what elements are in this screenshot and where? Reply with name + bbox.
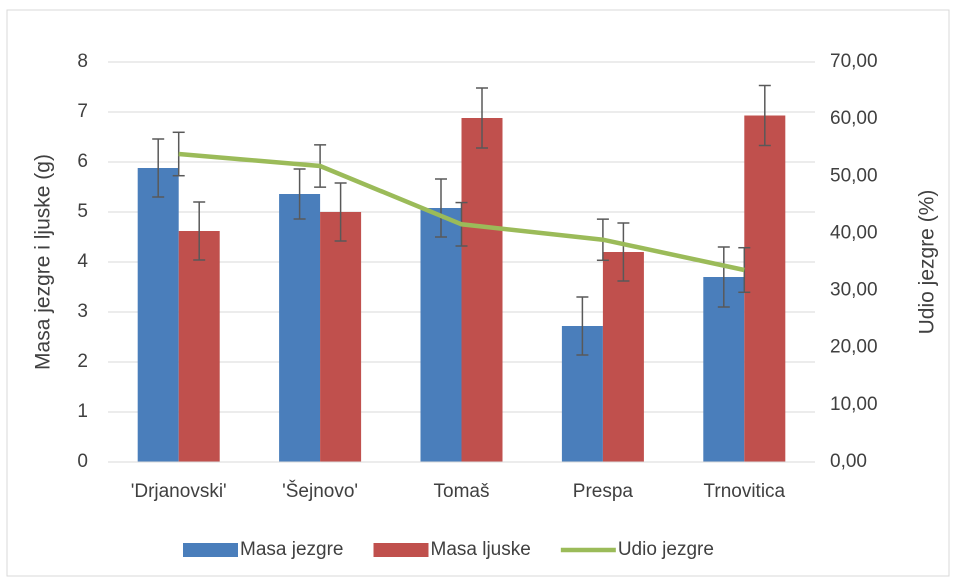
bar bbox=[703, 277, 745, 462]
y2-axis-label: Udio jezgre (%) bbox=[916, 190, 939, 335]
y2-tick-label: 30,00 bbox=[830, 280, 878, 301]
y-tick-label: 8 bbox=[77, 51, 88, 72]
y2-tick-label: 0,00 bbox=[830, 451, 867, 472]
y-tick-label: 4 bbox=[77, 251, 88, 272]
x-tick-label: Prespa bbox=[573, 481, 634, 502]
y-tick-label: 3 bbox=[77, 301, 88, 322]
legend-swatch bbox=[373, 543, 429, 557]
y-tick-label: 7 bbox=[77, 101, 88, 122]
bar bbox=[461, 118, 503, 462]
x-tick-label: Trnovitica bbox=[703, 481, 785, 502]
x-tick-label: Tomaš bbox=[434, 481, 490, 502]
y-tick-label: 1 bbox=[77, 401, 88, 422]
y2-tick-label: 50,00 bbox=[830, 165, 878, 186]
legend-label: Masa jezgre bbox=[240, 539, 344, 560]
legend-label: Masa ljuske bbox=[431, 539, 531, 560]
line bbox=[178, 151, 745, 273]
legend-label: Udio jezgre bbox=[618, 539, 714, 560]
y-tick-label: 2 bbox=[77, 351, 88, 372]
bar bbox=[279, 194, 321, 462]
y2-tick-label: 70,00 bbox=[830, 51, 878, 72]
bar bbox=[602, 252, 644, 462]
bar bbox=[137, 168, 179, 462]
x-tick-label: 'Šejnovo' bbox=[282, 480, 358, 502]
legend-swatch bbox=[183, 543, 238, 557]
bar bbox=[178, 231, 220, 462]
y-tick-label: 0 bbox=[77, 451, 88, 472]
y-tick-label: 6 bbox=[77, 151, 88, 172]
y-axis-label: Masa jezgre i ljuske (g) bbox=[32, 154, 55, 370]
y2-tick-label: 10,00 bbox=[830, 394, 878, 415]
bar bbox=[320, 212, 362, 462]
y2-tick-label: 60,00 bbox=[830, 108, 878, 129]
y-tick-label: 5 bbox=[77, 201, 88, 222]
bar bbox=[420, 208, 462, 462]
bar bbox=[744, 115, 786, 462]
x-tick-label: 'Drjanovski' bbox=[131, 481, 227, 502]
y2-tick-label: 40,00 bbox=[830, 222, 878, 243]
y2-tick-label: 20,00 bbox=[830, 337, 878, 358]
